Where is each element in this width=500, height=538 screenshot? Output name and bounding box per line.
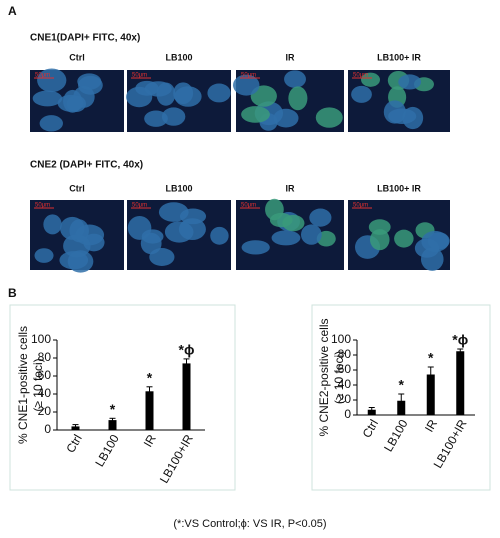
nucleus [369, 229, 390, 251]
bar [182, 363, 191, 430]
panel-label: B [8, 286, 17, 300]
nucleus [284, 70, 306, 88]
nucleus [149, 248, 175, 266]
nucleus [144, 81, 172, 97]
row-title: CNE2 (DAPI+ FITC, 40x) [30, 160, 143, 171]
y-tick-label: 0 [44, 422, 51, 436]
column-label: IR [286, 183, 296, 193]
bar [426, 374, 435, 415]
column-label: IR [286, 52, 296, 62]
nucleus [414, 238, 440, 258]
nucleus [39, 115, 63, 132]
column-label: LB100 [165, 183, 192, 193]
scale-bar-label: 50μm [353, 203, 368, 209]
x-tick-label: Ctrl [63, 432, 84, 455]
nucleus [174, 86, 202, 107]
nucleus [140, 232, 162, 255]
nucleus [126, 86, 153, 108]
annotation: * [428, 350, 434, 366]
nucleus [207, 83, 231, 103]
nucleus [309, 208, 332, 227]
y-tick-label: 60 [38, 368, 52, 382]
nucleus [301, 224, 322, 245]
scale-bar-label: 50μm [353, 73, 368, 79]
y-tick-label: 100 [331, 332, 351, 346]
nucleus [34, 248, 54, 263]
nucleus [57, 94, 84, 112]
column-label: Ctrl [69, 183, 85, 193]
nucleus [273, 108, 299, 128]
footnote: (*:VS Control;ϕ: VS IR, P<0.05) [173, 518, 326, 530]
annotation: * [399, 377, 405, 393]
scale-bar-label: 50μm [35, 203, 50, 209]
y-axis-label: (≥ 10 foci) [31, 358, 45, 411]
nucleus [315, 107, 343, 128]
nucleus [179, 208, 207, 225]
nucleus [32, 90, 63, 107]
nucleus [144, 110, 168, 127]
y-tick-label: 100 [31, 332, 51, 346]
bar [397, 400, 406, 415]
row-title: CNE1(DAPI+ FITC, 40x) [30, 33, 140, 44]
nucleus [37, 68, 67, 93]
x-tick-label: LB100+IR [157, 432, 196, 486]
nucleus [282, 214, 305, 232]
y-tick-label: 40 [338, 377, 352, 391]
y-tick-label: 60 [338, 362, 352, 376]
y-axis-label: % CNE1-positive cells [16, 326, 30, 444]
column-label: LB100+ IR [377, 52, 421, 62]
scale-bar-label: 50μm [132, 73, 147, 79]
annotation: *ϕ [179, 342, 195, 358]
column-label: Ctrl [69, 52, 85, 62]
bar [145, 391, 154, 430]
nucleus [394, 229, 414, 248]
nucleus [233, 74, 260, 96]
y-tick-label: 80 [338, 347, 352, 361]
nucleus [288, 86, 308, 111]
nucleus [383, 100, 406, 124]
y-axis-label: % CNE2-positive cells [317, 318, 331, 436]
x-tick-label: IR [141, 432, 159, 450]
nucleus [161, 107, 186, 126]
scale-bar-label: 50μm [241, 73, 256, 79]
x-tick-label: IR [422, 417, 440, 435]
nucleus [241, 106, 270, 123]
bar [108, 420, 117, 430]
annotation: *ϕ [452, 332, 468, 348]
bar [456, 351, 465, 415]
y-tick-label: 0 [344, 407, 351, 421]
nucleus [241, 240, 270, 255]
scale-bar-label: 50μm [241, 203, 256, 209]
y-axis-label: (≥ 10 foci) [332, 351, 346, 404]
column-label: LB100 [165, 52, 192, 62]
x-tick-label: LB100 [92, 432, 122, 469]
nucleus [164, 221, 194, 243]
panel-label: A [8, 4, 17, 18]
nucleus [398, 74, 422, 90]
y-tick-label: 20 [38, 404, 52, 418]
nucleus [78, 75, 103, 95]
x-tick-label: LB100 [381, 417, 411, 454]
nucleus [43, 214, 62, 235]
nucleus [67, 250, 94, 273]
y-tick-label: 40 [38, 386, 52, 400]
annotation: * [110, 401, 116, 417]
y-tick-label: 80 [38, 350, 52, 364]
chart-frame [9, 304, 236, 491]
column-label: LB100+ IR [377, 183, 421, 193]
nucleus [271, 230, 301, 246]
bar [367, 409, 376, 415]
scale-bar-label: 50μm [35, 73, 50, 79]
x-tick-label: Ctrl [360, 417, 381, 440]
scale-bar-label: 50μm [132, 203, 147, 209]
nucleus [361, 72, 380, 87]
nucleus [351, 85, 372, 103]
chart-frame [311, 304, 491, 491]
annotation: * [147, 370, 153, 386]
y-tick-label: 20 [338, 392, 352, 406]
nucleus [210, 226, 229, 245]
